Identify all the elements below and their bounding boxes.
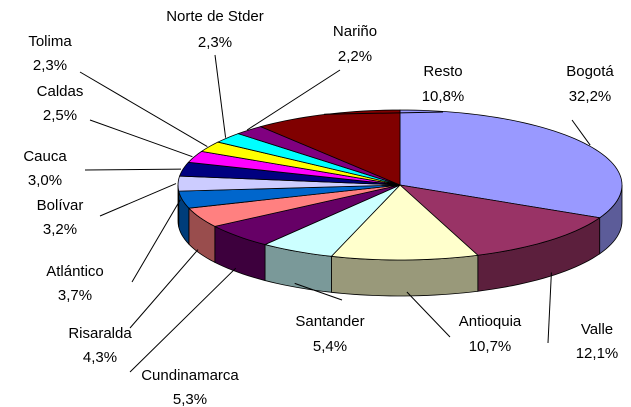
- category-label: Nariño: [333, 23, 377, 40]
- value-label: 5,4%: [313, 338, 347, 355]
- value-label: 32,2%: [569, 88, 612, 105]
- category-label: Resto: [423, 63, 462, 80]
- leader-line: [294, 282, 343, 301]
- category-label: Norte de Stder: [166, 8, 264, 25]
- leader-line: [324, 111, 444, 115]
- value-label: 10,8%: [422, 88, 465, 105]
- slice: [398, 184, 601, 256]
- leader-line: [131, 199, 181, 283]
- value-label: 3,2%: [43, 221, 77, 238]
- leader-line: [571, 119, 591, 146]
- leader-line: [246, 69, 341, 131]
- slice: [178, 184, 401, 209]
- slice: [187, 150, 401, 186]
- category-label: Bogotá: [566, 63, 614, 80]
- leader-line: [84, 168, 182, 171]
- value-label: 2,5%: [43, 107, 77, 124]
- category-label: Cauca: [23, 148, 67, 165]
- value-label: 2,3%: [33, 57, 67, 74]
- value-label: 3,7%: [58, 287, 92, 304]
- leader-line: [129, 249, 199, 329]
- slice: [330, 184, 479, 261]
- category-label: Antioquia: [459, 313, 522, 330]
- category-label: Caldas: [37, 83, 84, 100]
- leader-line: [129, 267, 237, 373]
- category-label: Tolima: [28, 33, 72, 50]
- slice: [200, 141, 401, 186]
- value-label: 2,3%: [198, 34, 232, 51]
- leader-line: [89, 119, 193, 158]
- slice-side: [331, 254, 479, 297]
- slice: [213, 184, 401, 245]
- category-label: Santander: [295, 313, 364, 330]
- slice: [399, 109, 623, 219]
- slice: [177, 175, 401, 192]
- value-label: 5,3%: [173, 391, 207, 407]
- value-label: 4,3%: [83, 349, 117, 366]
- slice: [216, 133, 401, 186]
- slice: [263, 184, 401, 257]
- leader-line: [99, 183, 177, 217]
- leader-line: [406, 291, 451, 338]
- category-label: Risaralda: [68, 325, 132, 342]
- category-label: Cundinamarca: [141, 367, 239, 384]
- category-label: Atlántico: [46, 263, 104, 280]
- slice: [187, 184, 401, 227]
- value-label: 10,7%: [469, 338, 512, 355]
- leader-line: [79, 71, 208, 148]
- value-label: 2,2%: [338, 48, 372, 65]
- category-label: Bolívar: [37, 197, 84, 214]
- leader-line: [214, 54, 227, 138]
- value-label: 12,1%: [576, 345, 619, 362]
- category-label: Valle: [581, 321, 613, 338]
- leader-line: [547, 272, 552, 344]
- value-label: 3,0%: [28, 172, 62, 189]
